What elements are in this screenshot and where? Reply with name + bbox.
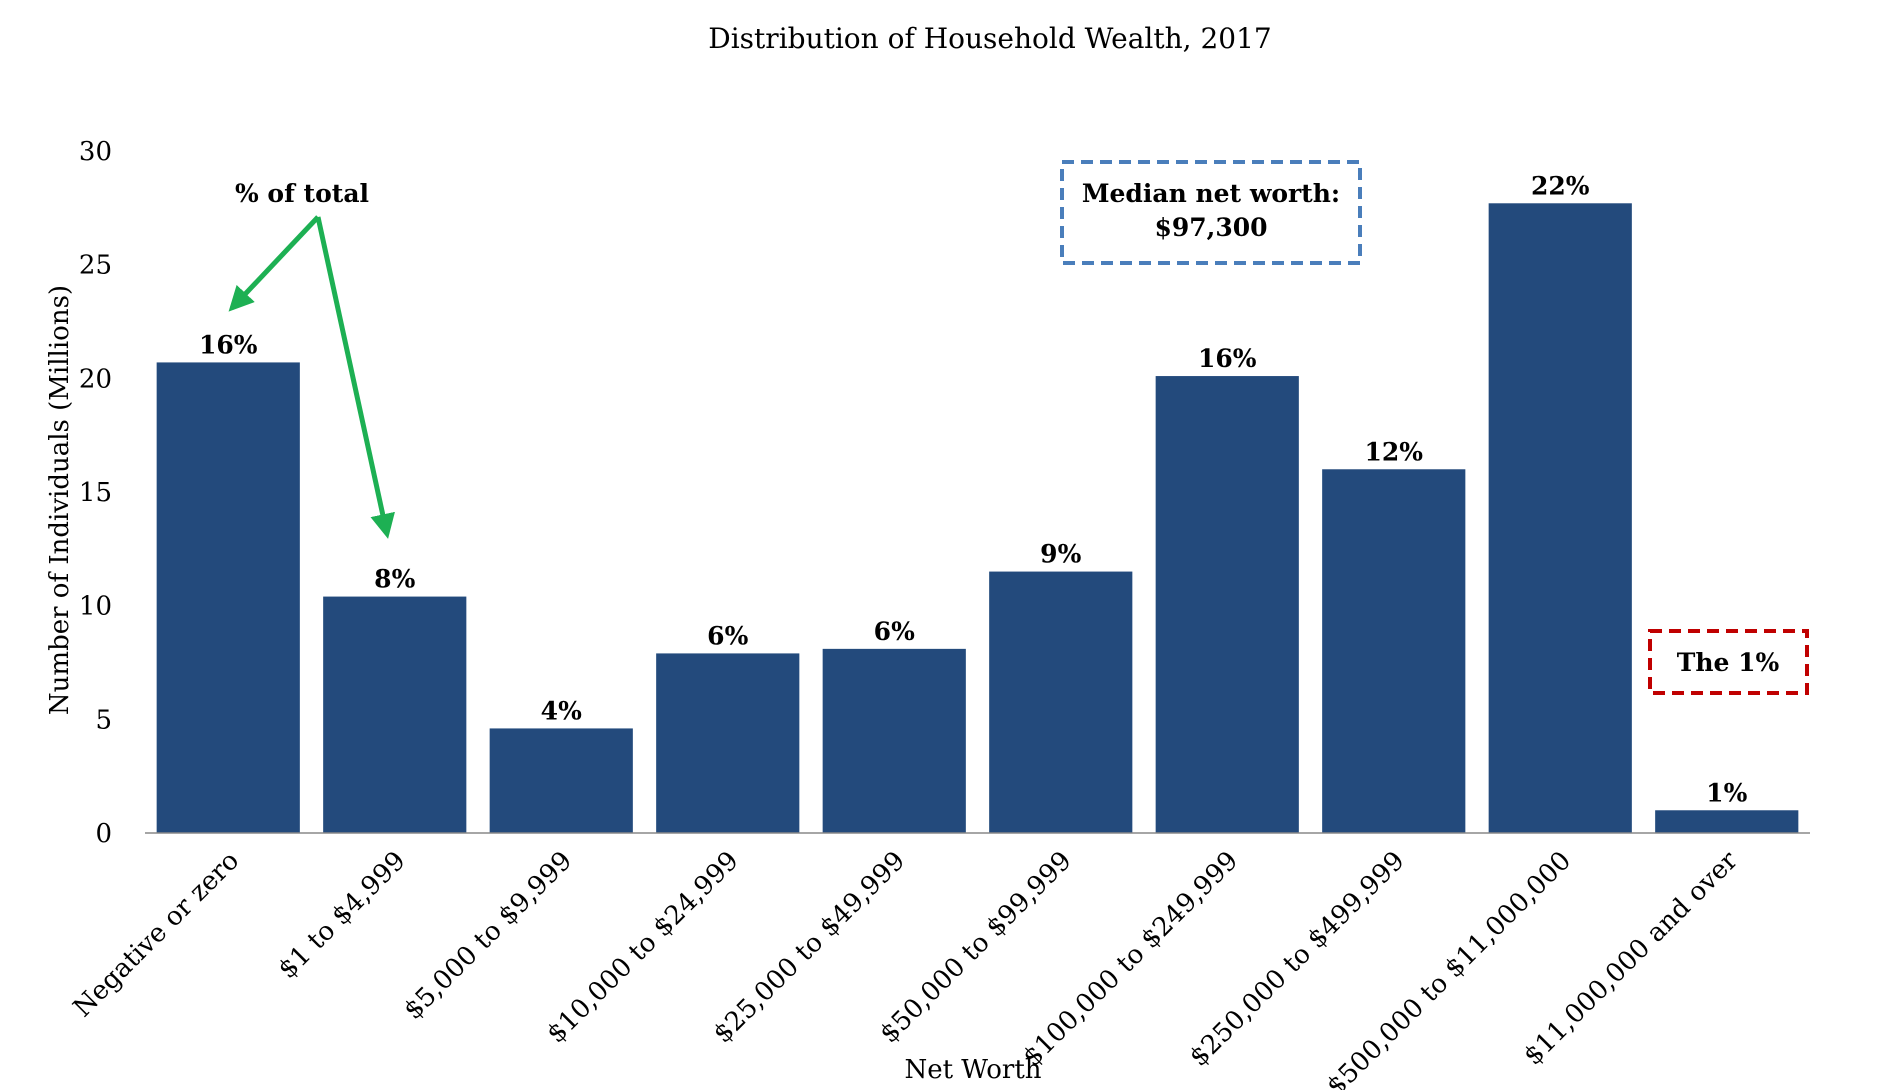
bar-value-label: 8%	[374, 565, 415, 594]
x-tick-label: $5,000 to $9,999	[398, 846, 578, 1026]
bars	[156, 203, 1799, 833]
x-tick-label: $25,000 to $49,999	[708, 846, 911, 1049]
y-tick-label: 5	[95, 705, 112, 735]
bar-value-label: 22%	[1531, 171, 1590, 200]
bar-value-label: 16%	[199, 330, 258, 359]
x-axis-title: Net Worth	[904, 1055, 1041, 1085]
bar	[156, 362, 300, 833]
chart-title: Distribution of Household Wealth, 2017	[708, 22, 1271, 55]
bar	[489, 728, 633, 833]
top-one-percent-box	[1648, 629, 1809, 695]
median-net-worth-value: $97,300	[1154, 213, 1267, 242]
data-labels: 16% 8% 4% 6% 6% 9% 16% 12% 22% 1%	[199, 171, 1748, 807]
y-tick-label: 15	[79, 478, 112, 508]
y-tick-label: 10	[79, 592, 112, 622]
bar	[989, 571, 1133, 833]
median-net-worth-label: Median net worth:	[1082, 179, 1340, 208]
bar-value-label: 6%	[707, 621, 748, 650]
y-tick-label: 0	[95, 819, 112, 849]
bar-value-label: 1%	[1706, 778, 1747, 807]
y-tick-label: 25	[79, 251, 112, 281]
bar	[1155, 376, 1299, 833]
x-tick-label: $10,000 to $24,999	[541, 846, 744, 1049]
bar	[1322, 469, 1466, 833]
bar-value-label: 12%	[1364, 437, 1423, 466]
bar	[656, 653, 800, 833]
bar-value-label: 16%	[1198, 344, 1257, 373]
y-axis-title: Number of Individuals (Millions)	[45, 285, 75, 715]
arrow-to-first-bar	[228, 215, 320, 312]
bar	[1655, 810, 1799, 833]
bar	[1488, 203, 1632, 833]
y-tick-label: 30	[79, 137, 112, 167]
x-tick-label: $1 to $4,999	[273, 846, 412, 985]
percent-of-total-note: % of total	[235, 179, 369, 208]
x-tick-label: Negative or zero	[68, 846, 245, 1023]
x-tick-label: $50,000 to $99,999	[874, 846, 1077, 1049]
y-tick-label: 20	[79, 364, 112, 394]
bar	[822, 648, 966, 833]
bar-value-label: 4%	[541, 696, 582, 725]
bar-value-label: 9%	[1040, 540, 1081, 569]
bar	[323, 596, 467, 833]
y-axis-ticks: 0 5 10 15 20 25 30	[79, 137, 112, 849]
median-net-worth-box	[1060, 160, 1362, 265]
x-axis-ticks: Negative or zero $1 to $4,999$5,000 to $9…	[68, 845, 1744, 1090]
arrow-to-second-bar	[315, 216, 395, 539]
bar-value-label: 6%	[874, 617, 915, 646]
top-one-percent-label: The 1%	[1677, 648, 1780, 677]
